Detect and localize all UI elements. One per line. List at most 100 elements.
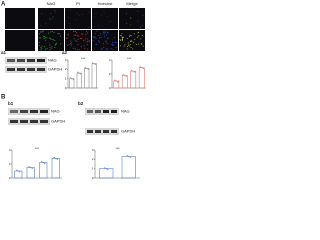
cell: [81, 13, 83, 15]
bar: [51, 158, 60, 179]
dot: [86, 67, 88, 69]
cell: [99, 41, 101, 43]
cell: [73, 31, 75, 33]
panel-label: A: [1, 2, 6, 8]
cell: [100, 15, 102, 17]
dot: [104, 167, 106, 169]
cell: [49, 47, 51, 49]
column-header: Merge: [126, 1, 138, 6]
cell: [76, 49, 78, 51]
cell: [77, 35, 79, 37]
blot-label: GAPDH: [121, 129, 135, 134]
cell: [110, 48, 112, 50]
cell: [106, 16, 108, 18]
dot: [72, 78, 74, 81]
cell: [41, 45, 43, 47]
cell: [40, 31, 42, 33]
cell: [75, 34, 77, 36]
cell: [120, 35, 122, 37]
cell: [113, 37, 115, 39]
cell: [54, 11, 56, 13]
cell: [51, 17, 53, 19]
cell: [41, 47, 43, 49]
cell: [81, 33, 83, 35]
cell: [74, 31, 76, 33]
cell: [76, 31, 78, 33]
dot: [93, 63, 95, 65]
dot: [142, 67, 144, 70]
cell: [130, 16, 132, 18]
y-tick-label: 1: [65, 76, 67, 80]
cell: [100, 49, 102, 51]
dot: [107, 168, 109, 171]
cell: [103, 33, 105, 35]
cell: [58, 33, 60, 35]
cell: [79, 38, 81, 40]
cell: [129, 34, 131, 36]
dot: [42, 162, 44, 164]
column-header: Hoechst: [98, 1, 114, 6]
cell: [126, 46, 128, 48]
cell: [49, 37, 51, 39]
dot: [77, 71, 79, 73]
cell: [131, 40, 133, 42]
dot: [134, 71, 136, 73]
cell: [115, 47, 117, 49]
cell: [87, 32, 89, 34]
blot-label: NAG: [121, 109, 130, 114]
cell: [100, 36, 102, 38]
cell: [112, 42, 114, 44]
cell: [141, 24, 143, 26]
cell: [81, 37, 83, 39]
cell: [105, 41, 107, 43]
cell: [138, 43, 140, 45]
dot: [129, 156, 131, 158]
cell: [41, 13, 43, 15]
cell: [42, 30, 44, 32]
dot: [115, 80, 117, 82]
cell: [40, 47, 42, 49]
y-tick-label: 3: [92, 148, 94, 152]
cell: [124, 44, 126, 46]
cell: [52, 39, 54, 41]
cell: [73, 38, 75, 40]
cell: [102, 43, 104, 45]
cell: [129, 35, 131, 37]
cell: [60, 43, 62, 45]
cell: [105, 40, 107, 42]
y-tick-label: 0: [9, 176, 11, 180]
cell: [106, 34, 108, 36]
cell: [122, 39, 124, 41]
cell: [72, 47, 74, 49]
row-label-box: [5, 8, 35, 29]
y-tick-label: 1: [92, 166, 94, 170]
page: {"panel_a":{"label":"A","columns":["NAG"…: [0, 0, 150, 182]
cell: [127, 42, 129, 44]
dot: [92, 62, 94, 64]
cell: [39, 41, 41, 43]
bar: [91, 63, 97, 89]
cell: [128, 44, 130, 46]
column-header: PI: [76, 1, 80, 6]
cell: [44, 46, 46, 48]
cell: [44, 36, 46, 38]
cell: [94, 36, 96, 38]
cell: [84, 38, 86, 40]
cell: [55, 42, 57, 44]
cell: [74, 48, 76, 50]
cell: [130, 40, 132, 42]
cell: [137, 20, 139, 22]
cell: [123, 45, 125, 47]
cell: [135, 43, 137, 45]
dot: [139, 66, 141, 68]
dot: [44, 162, 46, 164]
y-tick-label: 2: [109, 72, 111, 76]
cell: [100, 33, 102, 35]
cell: [88, 40, 90, 42]
cell: [66, 37, 68, 39]
cell: [98, 25, 100, 27]
panel-label: b1: [8, 101, 14, 106]
cell: [120, 39, 122, 41]
cell: [70, 40, 72, 42]
cell: [125, 23, 127, 25]
